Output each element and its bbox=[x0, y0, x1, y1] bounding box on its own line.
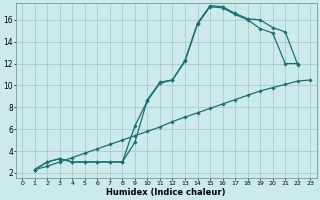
X-axis label: Humidex (Indice chaleur): Humidex (Indice chaleur) bbox=[107, 188, 226, 197]
